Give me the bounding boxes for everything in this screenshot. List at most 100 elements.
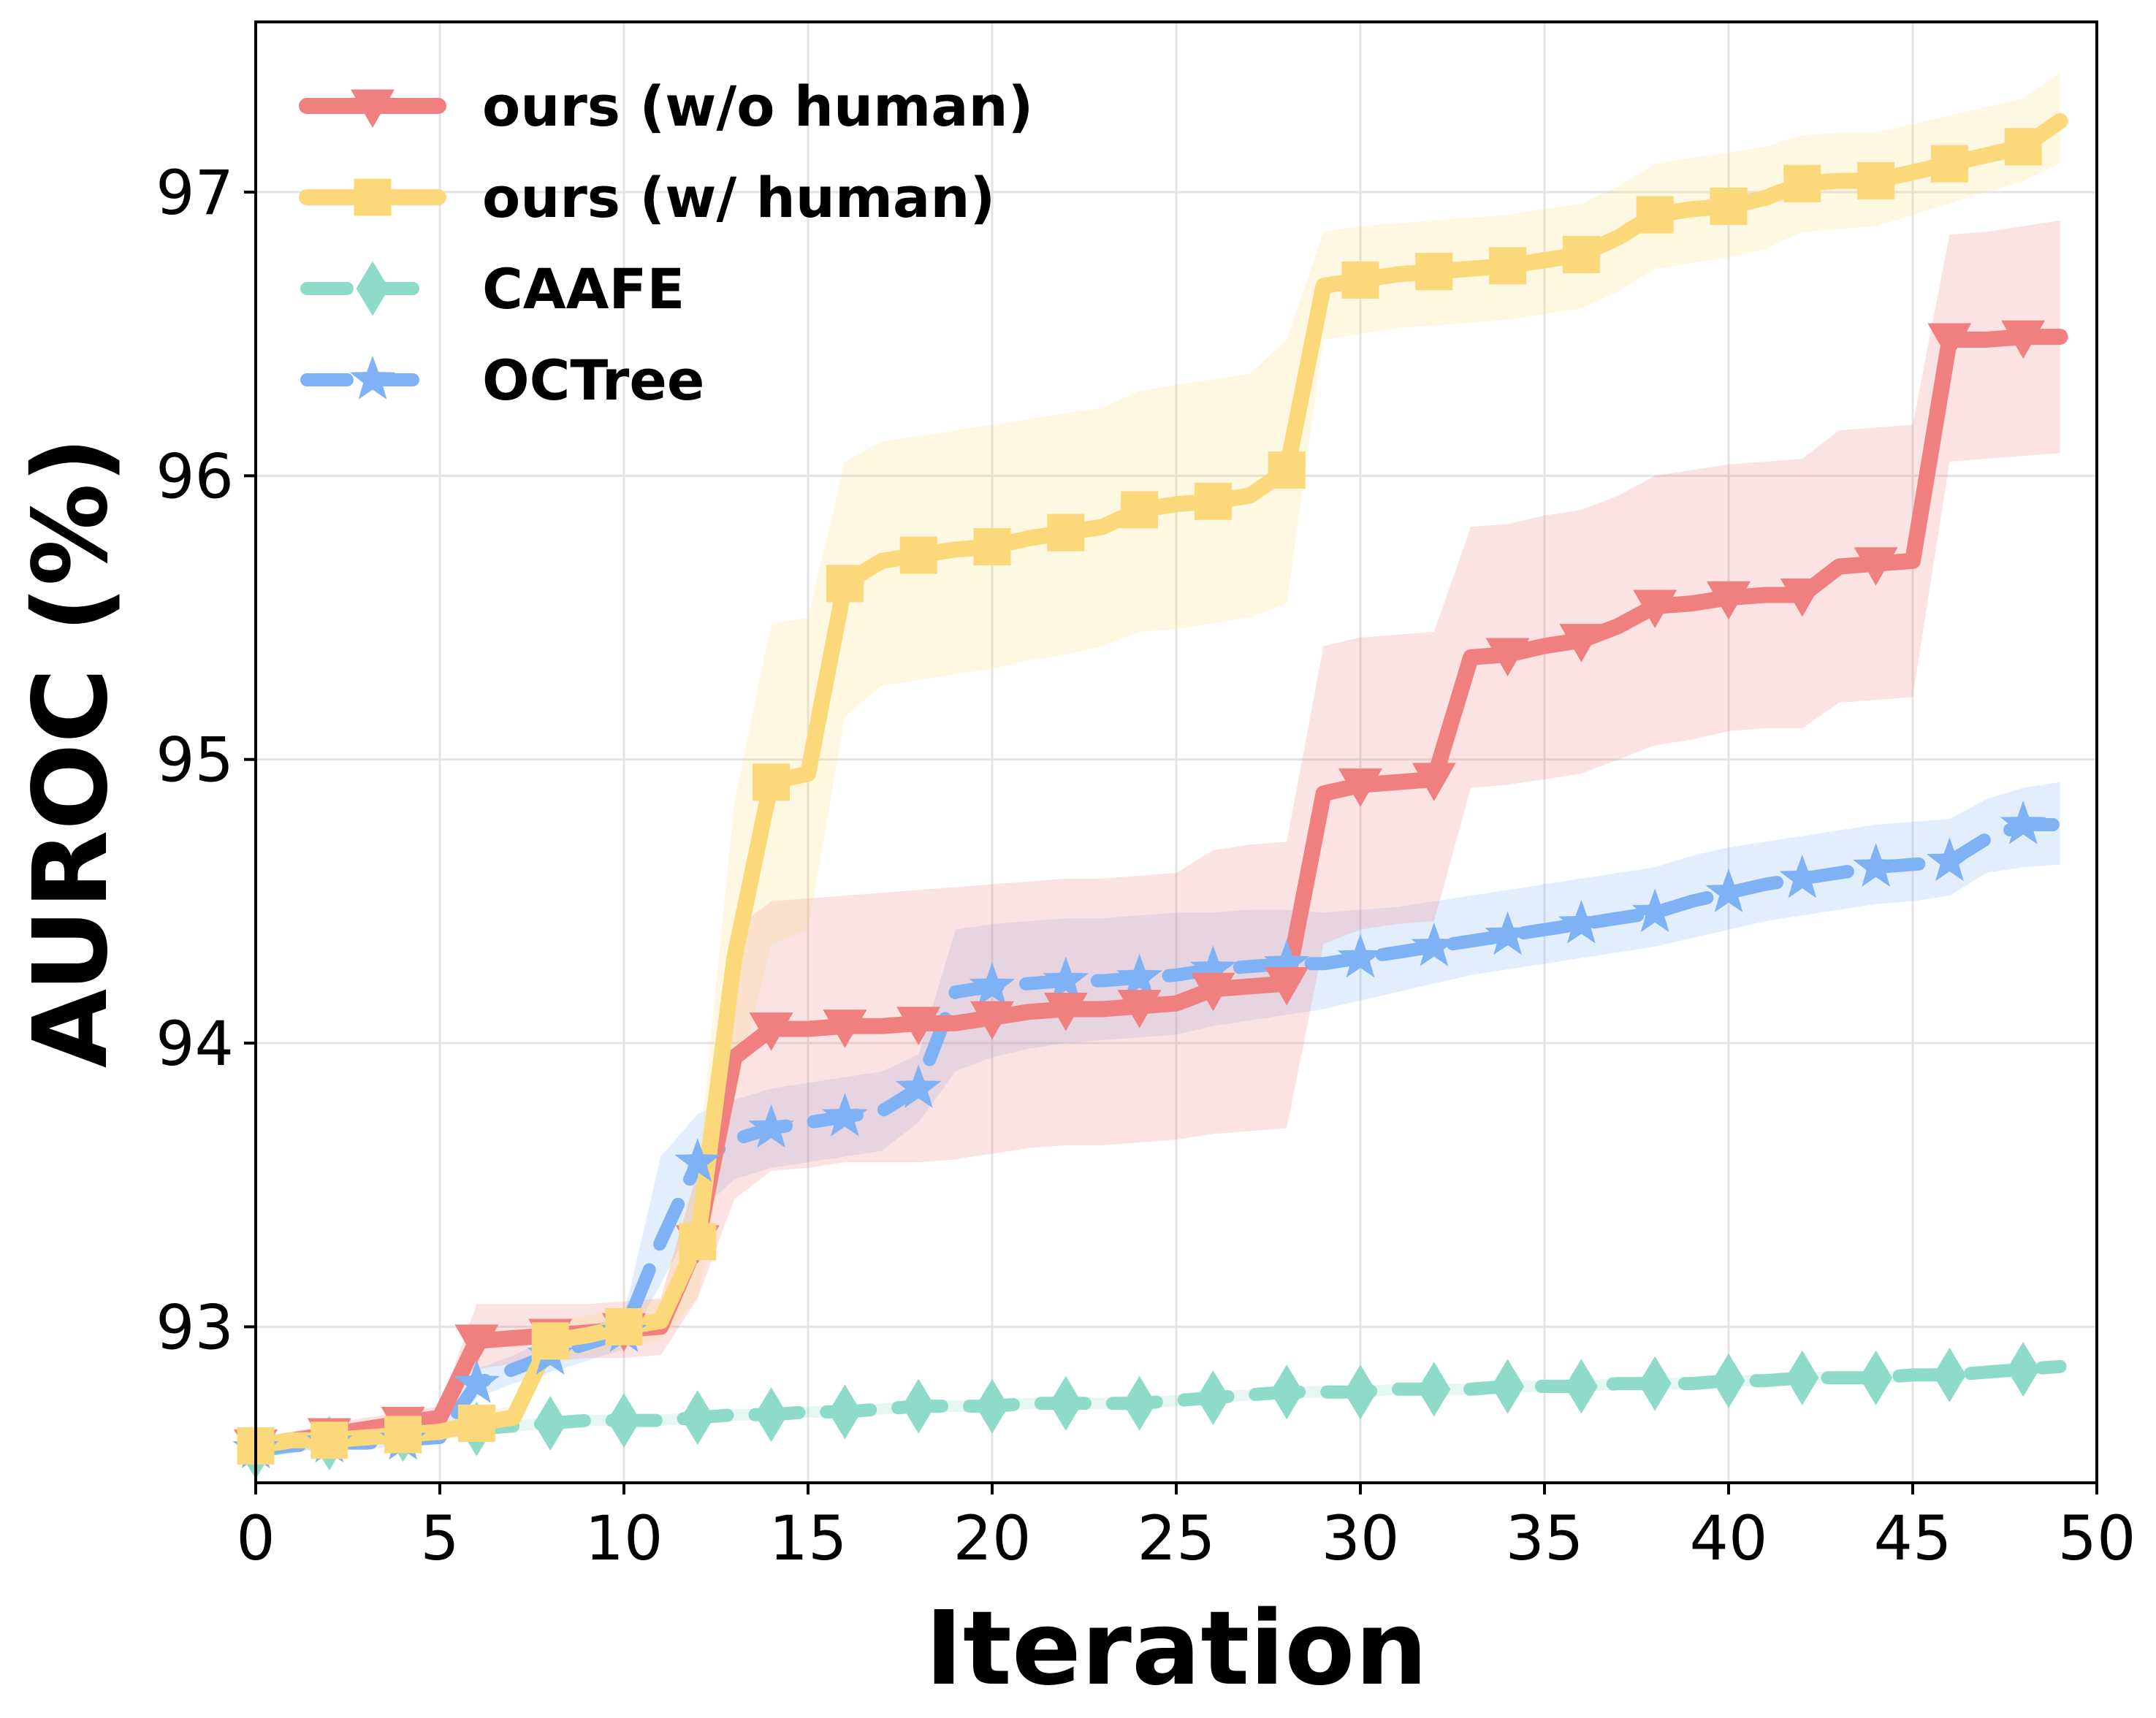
ours-w-human-marker xyxy=(899,536,937,574)
ours-w-human-marker xyxy=(1047,514,1085,551)
octree-marker xyxy=(1411,923,1458,966)
y-tick-label: 94 xyxy=(156,1008,234,1080)
x-tick-label: 40 xyxy=(1690,1503,1768,1574)
y-axis-label: AUROC (%) xyxy=(12,437,131,1068)
octree-marker xyxy=(1927,837,1973,882)
x-tick-label: 25 xyxy=(1138,1503,1216,1574)
ours-w-human-marker xyxy=(753,763,791,801)
legend-entry-ours-w-human: ours (w/ human) xyxy=(299,165,995,230)
ours-w-human-marker xyxy=(2004,128,2042,166)
caafe-marker xyxy=(1344,1364,1377,1420)
caafe-marker xyxy=(1123,1375,1157,1431)
ours-w-human-marker xyxy=(1783,164,1821,202)
ours-w-o-human-marker xyxy=(1265,967,1309,1006)
ours-w-o-human-marker xyxy=(749,1012,793,1051)
octree-marker xyxy=(1043,956,1089,1001)
x-tick-label: 0 xyxy=(236,1503,275,1574)
ours-w-o-human-marker xyxy=(1780,578,1824,617)
ours-w-o-human-marker xyxy=(1485,638,1530,677)
caafe-marker xyxy=(1049,1375,1083,1431)
octree-marker xyxy=(1337,934,1384,978)
ours-w-human-marker xyxy=(1710,187,1748,225)
caafe-marker xyxy=(1491,1359,1525,1414)
ours-w-o-human-marker xyxy=(1043,992,1088,1031)
octree-marker xyxy=(1558,900,1604,944)
x-tick-label: 35 xyxy=(1506,1503,1584,1574)
octree-marker xyxy=(748,1104,794,1148)
caafe-marker xyxy=(1786,1350,1819,1405)
caafe-marker xyxy=(1196,1370,1230,1425)
octree-marker xyxy=(2000,801,2046,844)
caafe-marker xyxy=(1859,1350,1893,1405)
ours-w-human-marker xyxy=(826,565,864,603)
x-tick-label: 45 xyxy=(1874,1503,1952,1574)
y-tick-label: 93 xyxy=(156,1291,234,1363)
legend-swatch-marker xyxy=(356,261,389,316)
ours-w-human-marker xyxy=(531,1322,569,1360)
octree-marker xyxy=(454,1359,500,1403)
caafe-marker xyxy=(1417,1362,1451,1417)
x-tick-label: 5 xyxy=(420,1503,459,1574)
caafe-marker xyxy=(1932,1347,1966,1402)
octree-marker xyxy=(1116,953,1162,998)
caafe-marker xyxy=(828,1384,861,1440)
x-tick-label: 15 xyxy=(769,1503,847,1574)
ours-w-human-marker xyxy=(311,1421,348,1459)
legend-label: ours (w/ human) xyxy=(482,165,995,230)
octree-marker xyxy=(822,1093,868,1137)
x-axis-label: Iteration xyxy=(925,1589,1428,1709)
ours-w-o-human-marker xyxy=(970,1001,1014,1040)
ours-w-human-marker xyxy=(1268,451,1306,489)
y-tick-label: 95 xyxy=(156,725,234,796)
legend-entry-octree: OCTree xyxy=(300,348,704,413)
caafe-marker xyxy=(2006,1342,2040,1397)
caafe-marker xyxy=(1270,1364,1303,1420)
ours-w-human-marker xyxy=(1857,161,1895,199)
ours-w-o-human-marker xyxy=(1338,768,1382,807)
caafe-marker xyxy=(681,1390,715,1446)
octree-marker xyxy=(1779,854,1826,898)
legend-swatch-marker xyxy=(351,89,395,128)
ours-w-o-human-marker xyxy=(1117,990,1162,1028)
ours-w-o-human-marker xyxy=(896,1007,941,1045)
ours-w-o-human-marker xyxy=(1559,624,1604,663)
caafe-marker xyxy=(1638,1356,1672,1411)
ours-w-human-marker xyxy=(605,1307,643,1345)
ours-w-human-marker xyxy=(1562,235,1600,273)
legend-entry-ours-w-o-human: ours (w/o human) xyxy=(299,74,1033,139)
octree-marker xyxy=(1190,945,1236,989)
x-tick-label: 10 xyxy=(585,1503,663,1574)
octree-marker xyxy=(1631,888,1678,933)
ours-w-human-marker xyxy=(973,527,1011,565)
ours-w-human-marker xyxy=(1636,196,1674,234)
axis-ticks: 0 5 10 15 20 25 30 35 40 45 50 93 94 95 96 97 xyxy=(156,157,2136,1574)
legend-entry-caafe: CAAFE xyxy=(300,256,685,321)
caafe-marker xyxy=(533,1395,567,1451)
ours-w-human-marker xyxy=(457,1404,495,1442)
ours-w-o-human-marker xyxy=(1707,581,1751,620)
caafe-marker xyxy=(1712,1353,1745,1408)
ours-w-human-marker xyxy=(679,1223,717,1261)
ours-w-human-marker xyxy=(1341,261,1379,299)
ours-w-o-human-marker xyxy=(823,1009,867,1048)
octree-marker xyxy=(1485,911,1531,955)
ours-w-human-marker xyxy=(1489,247,1527,285)
caafe-marker xyxy=(975,1378,1009,1434)
ours-w-human-marker xyxy=(1121,491,1159,529)
ours-w-human-marker xyxy=(384,1416,422,1454)
y-tick-label: 96 xyxy=(156,440,234,512)
caafe-marker xyxy=(902,1378,935,1434)
ours-w-human-marker xyxy=(1415,253,1453,291)
ours-w-human-marker xyxy=(1194,482,1232,520)
x-tick-label: 30 xyxy=(1322,1503,1400,1574)
ours-w-o-human-marker xyxy=(1412,763,1456,801)
legend-label: ours (w/o human) xyxy=(482,74,1033,139)
legend-swatch-marker xyxy=(354,178,392,216)
legend-swatch-marker xyxy=(349,356,396,400)
ours-w-o-human-marker xyxy=(1927,323,1972,362)
x-tick-label: 50 xyxy=(2058,1503,2136,1574)
caafe-marker xyxy=(607,1393,641,1448)
octree-marker xyxy=(895,1064,942,1108)
octree-marker xyxy=(1705,868,1752,912)
